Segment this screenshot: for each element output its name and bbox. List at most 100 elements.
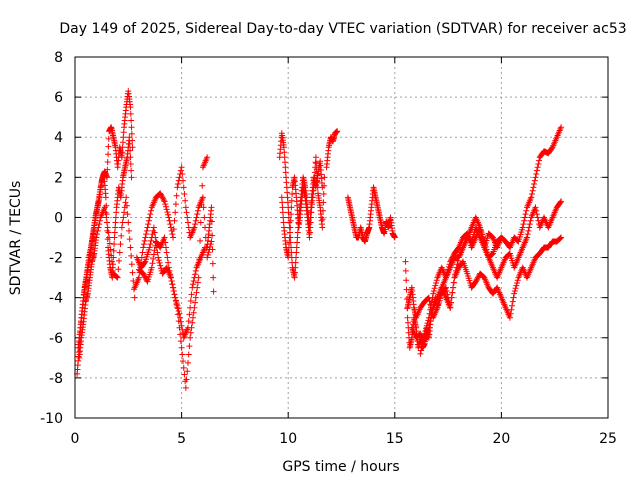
data-point [488, 251, 495, 258]
data-point [513, 282, 520, 289]
data-point [448, 294, 455, 301]
data-point [209, 260, 216, 267]
data-point [192, 294, 199, 301]
data-point [191, 304, 198, 311]
data-point [285, 249, 292, 256]
data-point [450, 284, 457, 291]
y-tick-label: 4 [54, 130, 63, 146]
data-point [180, 177, 187, 184]
data-point [425, 314, 432, 321]
data-point [283, 179, 290, 186]
data-point [164, 209, 171, 216]
data-point [391, 234, 398, 241]
data-point [447, 258, 454, 265]
data-point [489, 251, 496, 258]
data-point [193, 289, 200, 296]
data-point [161, 198, 168, 205]
data-point [188, 291, 195, 298]
data-point [172, 298, 179, 305]
data-point [307, 224, 314, 231]
data-point [477, 224, 484, 231]
data-point [143, 227, 150, 234]
x-axis-label: GPS time / hours [282, 459, 399, 475]
data-point [448, 255, 455, 262]
data-point [182, 197, 189, 204]
data-point [519, 224, 526, 231]
data-point [95, 224, 102, 231]
data-point [175, 181, 182, 188]
data-point [128, 167, 135, 174]
data-point [286, 229, 293, 236]
data-point [287, 224, 294, 231]
data-point [150, 255, 157, 262]
data-point [405, 329, 412, 336]
data-point [529, 187, 536, 194]
data-point [131, 294, 138, 301]
data-point [313, 172, 320, 179]
data-point [116, 249, 123, 256]
data-point [118, 232, 125, 239]
y-axis-label: SDTVAR / TECUs [8, 181, 24, 296]
data-point [167, 271, 174, 278]
data-point [176, 324, 183, 331]
data-point [429, 294, 436, 301]
data-point [282, 169, 289, 176]
data-point [148, 207, 155, 214]
data-point [321, 182, 328, 189]
data-point [532, 204, 539, 211]
data-point [135, 274, 142, 281]
data-point [291, 274, 298, 281]
data-point [288, 204, 295, 211]
data-point [423, 325, 430, 332]
data-point [521, 214, 528, 221]
data-point [151, 229, 158, 236]
data-point [285, 254, 292, 261]
data-point [289, 191, 296, 198]
data-point [160, 195, 167, 202]
data-point [417, 350, 424, 357]
data-point [177, 331, 184, 338]
data-point [144, 224, 151, 231]
data-point [278, 194, 285, 201]
data-point [174, 304, 181, 311]
data-point [145, 217, 152, 224]
data-point [140, 271, 147, 278]
data-point [180, 184, 187, 191]
data-point [101, 204, 108, 211]
data-point [320, 199, 327, 206]
data-point [141, 259, 148, 266]
data-point [194, 279, 201, 286]
data-point [556, 235, 563, 242]
data-point [96, 217, 103, 224]
data-point [129, 269, 136, 276]
data-point [186, 343, 193, 350]
x-tick-label: 0 [71, 431, 80, 447]
data-point [170, 234, 177, 241]
data-point [311, 179, 318, 186]
data-point [140, 270, 147, 277]
data-point [187, 329, 194, 336]
data-point [175, 305, 182, 312]
data-point [480, 241, 487, 248]
data-point [128, 252, 135, 259]
data-point [161, 234, 168, 241]
data-point [193, 214, 200, 221]
data-point [169, 281, 176, 288]
data-point [182, 204, 189, 211]
data-point [149, 260, 156, 267]
data-point [488, 233, 495, 240]
data-point [449, 289, 456, 296]
data-point [204, 254, 211, 261]
data-point [402, 258, 409, 265]
data-point [523, 207, 530, 214]
data-point [175, 311, 182, 318]
data-point [107, 246, 114, 253]
data-point [558, 234, 565, 241]
data-point [160, 197, 167, 204]
data-point [139, 249, 146, 256]
chart-title: Day 149 of 2025, Sidereal Day-to-day VTE… [59, 21, 626, 37]
data-point [498, 234, 505, 241]
data-point [280, 219, 287, 226]
data-point [425, 295, 432, 302]
data-point [528, 191, 535, 198]
